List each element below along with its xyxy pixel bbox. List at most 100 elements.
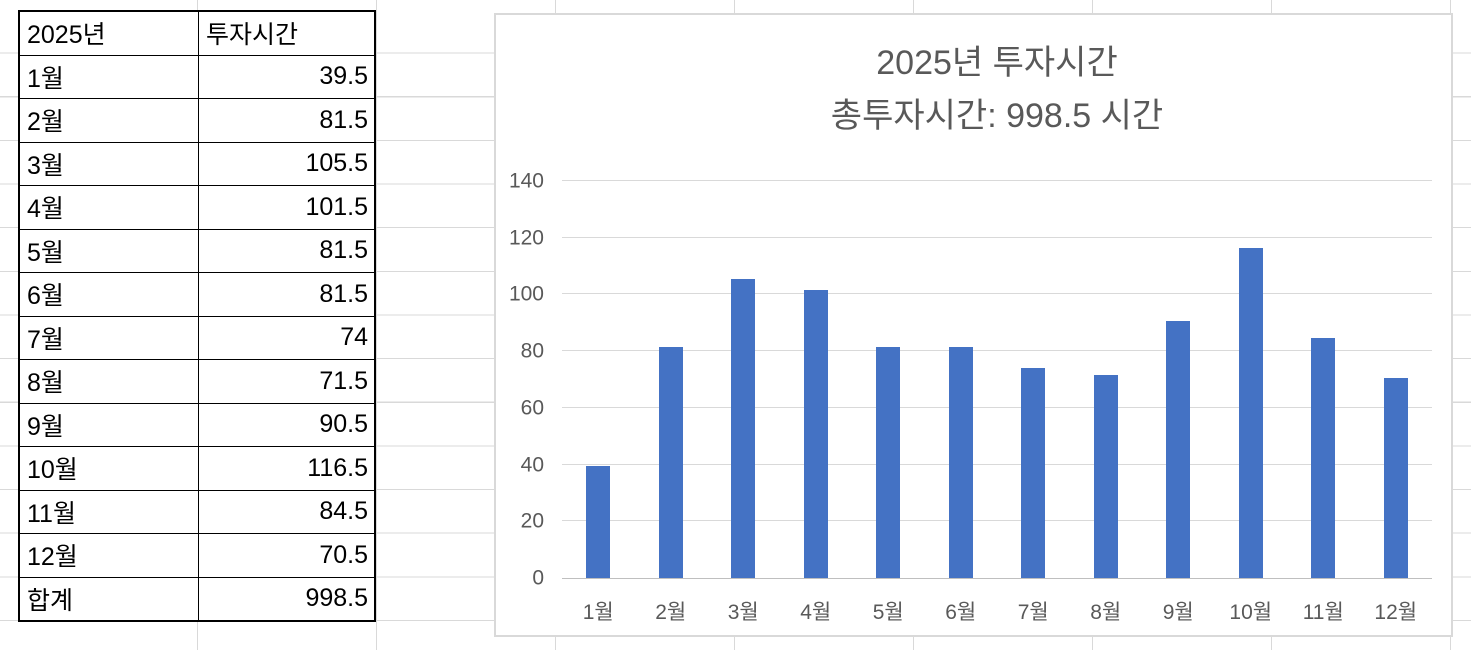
chart-bar[interactable] [876,346,901,578]
hours-cell[interactable]: 70.5 [198,534,374,577]
bar-slot [780,181,853,578]
x-axis-label: 6월 [945,601,977,624]
bar-slot [852,181,925,578]
investment-table: 2025년 투자시간 1월 39.5 2월 81.5 3월 105.5 4월 1… [18,10,376,622]
x-axis-labels: 1월 2월 3월 4월 5월 6월 7월 8월 9월 10월 11월 12월 [562,596,1432,626]
y-axis-label: 60 [520,396,544,420]
chart-bar[interactable] [1311,338,1336,578]
chart-bar[interactable] [586,466,611,578]
bar-slot [1215,181,1288,578]
chart-bar[interactable] [1093,375,1118,578]
month-cell[interactable]: 7월 [27,325,64,354]
chart-subtitle[interactable]: 총투자시간: 998.5 시간 [830,97,1164,135]
year-header-cell[interactable]: 2025년 [27,21,106,50]
month-cell[interactable]: 합계 [27,586,74,615]
x-axis-label: 4월 [800,601,832,624]
month-cell[interactable]: 9월 [27,412,64,441]
hours-cell[interactable]: 116.5 [198,447,374,490]
x-axis-label: 3월 [727,601,759,624]
month-cell[interactable]: 4월 [27,195,64,224]
hours-cell[interactable]: 81.5 [198,229,374,272]
x-axis-label: 8월 [1090,601,1122,624]
table-row: 8월 71.5 [20,360,374,404]
chart-bar[interactable] [1166,321,1191,578]
chart-bar[interactable] [948,346,973,578]
y-axis-label: 0 [532,566,544,590]
chart-gridline [562,180,1432,181]
bar-slot [635,181,708,578]
x-axis-label: 2월 [655,601,687,624]
bar-slot [925,181,998,578]
plot-area [562,180,1432,579]
chart-gridline [562,520,1432,522]
bars [562,181,1432,578]
hours-cell[interactable]: 81.5 [198,99,374,142]
bar-slot [997,181,1070,578]
y-axis-label: 40 [520,453,544,477]
table-row: 11월 84.5 [20,490,374,534]
x-axis-label: 5월 [872,601,904,624]
investment-chart[interactable]: 2025년 투자시간 총투자시간: 998.5 시간 0 20 40 60 80 100 1… [494,13,1453,637]
bar-slot [1360,181,1433,578]
month-cell[interactable]: 5월 [27,238,64,267]
month-cell[interactable]: 11월 [27,499,76,528]
table-row: 6월 81.5 [20,273,374,317]
table-row: 12월 70.5 [20,534,374,578]
x-axis-label: 7월 [1017,601,1049,624]
hours-cell[interactable]: 105.5 [198,142,374,185]
month-cell[interactable]: 2월 [27,108,64,137]
table-row: 1월 39.5 [20,55,374,99]
hours-cell[interactable]: 90.5 [198,403,374,446]
bar-slot [1287,181,1360,578]
y-axis-label: 100 [508,282,544,306]
y-axis-labels: 0 20 40 60 80 100 120 140 [502,171,550,589]
hours-cell[interactable]: 74 [198,316,374,359]
x-axis-label: 9월 [1162,601,1194,624]
x-axis-label: 1월 [582,601,614,624]
table-row: 4월 101.5 [20,186,374,230]
chart-bar[interactable] [803,290,828,578]
chart-bar[interactable] [731,278,756,578]
hours-cell[interactable]: 39.5 [198,55,374,98]
month-cell[interactable]: 1월 [27,64,64,93]
chart-title[interactable]: 2025년 투자시간 [876,44,1118,82]
table-row: 합계 998.5 [20,577,374,620]
x-axis-label: 12월 [1374,601,1418,624]
table-row: 5월 81.5 [20,229,374,273]
chart-bar[interactable] [1383,378,1408,578]
bar-slot [707,181,780,578]
month-cell[interactable]: 3월 [27,151,64,180]
month-cell[interactable]: 12월 [27,543,78,572]
bar-slot [1070,181,1143,578]
chart-gridline [562,463,1432,465]
hours-cell[interactable]: 998.5 [198,577,374,620]
chart-gridline [562,350,1432,352]
bar-slot [1142,181,1215,578]
table-row: 7월 74 [20,316,374,360]
chart-gridline [562,293,1432,295]
chart-gridline [562,406,1432,408]
y-axis-label: 120 [508,226,544,250]
y-axis-label: 140 [508,169,544,193]
table-row: 3월 105.5 [20,142,374,186]
chart-bar[interactable] [658,346,683,578]
hours-header-cell[interactable]: 투자시간 [198,12,374,55]
table-row: 10월 116.5 [20,447,374,491]
table-row: 9월 90.5 [20,403,374,447]
x-axis-label: 11월 [1302,601,1344,624]
chart-gridline [562,236,1432,238]
month-cell[interactable]: 8월 [27,369,64,398]
hours-cell[interactable]: 101.5 [198,186,374,229]
chart-bar[interactable] [1238,247,1263,578]
table-header-row: 2025년 투자시간 [20,12,374,56]
table-row: 2월 81.5 [20,99,374,143]
hours-cell[interactable]: 84.5 [198,490,374,533]
hours-cell[interactable]: 81.5 [198,273,374,316]
month-cell[interactable]: 10월 [27,456,78,485]
month-cell[interactable]: 6월 [27,282,64,311]
chart-bar[interactable] [1021,368,1046,578]
x-axis-label: 10월 [1229,601,1273,624]
y-axis-label: 80 [520,339,544,363]
hours-cell[interactable]: 71.5 [198,360,374,403]
